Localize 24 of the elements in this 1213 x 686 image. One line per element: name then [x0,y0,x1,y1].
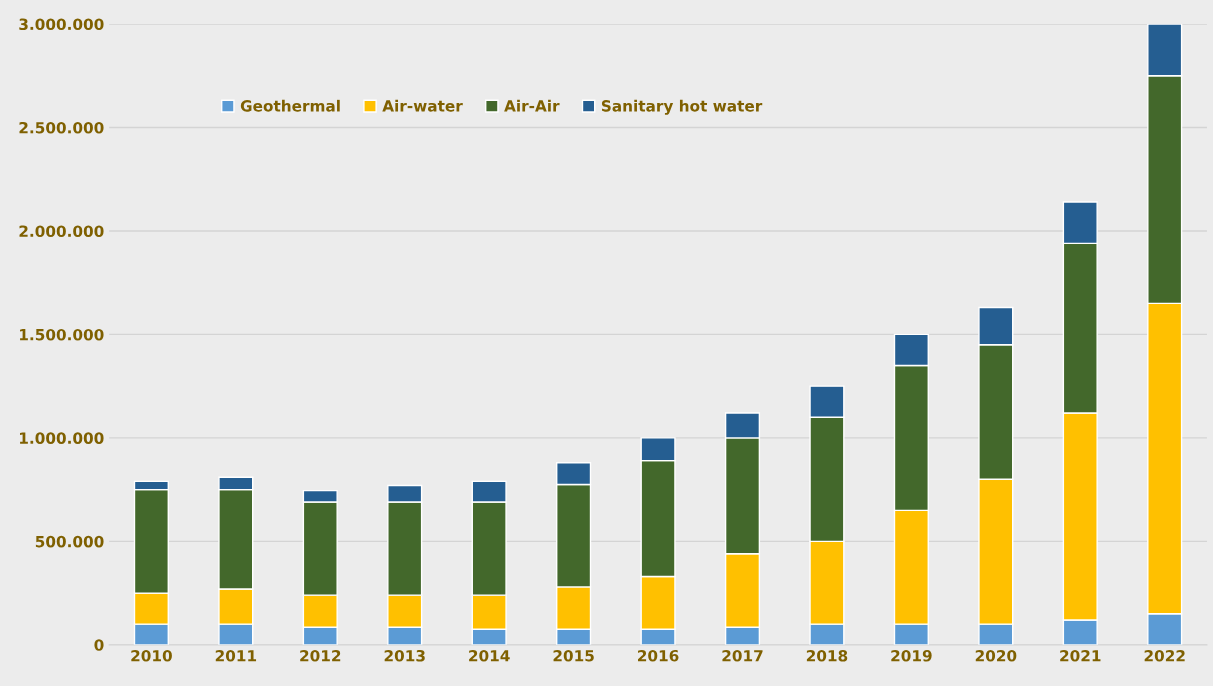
x-tick-label: 2014 [469,649,510,662]
x-tick-label: 2012 [300,649,341,662]
legend-label: Air-water [382,99,463,112]
x-tick-label: 2018 [806,649,848,662]
x-tick-label: 2013 [384,649,425,662]
x-tick-label: 2016 [638,649,679,662]
x-tick-label: 2015 [553,649,594,662]
y-tick-label: 0 [94,639,104,651]
legend-label: Geothermal [240,99,340,112]
legend-label: Sanitary hot water [601,99,763,115]
x-tick-label: 2020 [975,649,1017,662]
x-tick-label: 2022 [1144,649,1185,662]
y-tick-label: 2.000.000 [19,225,104,237]
x-tick-label: 2019 [891,649,932,662]
x-tick-label: 2017 [722,649,763,662]
x-tick-label: 2011 [215,649,257,662]
y-tick-label: 3.000.000 [19,18,104,31]
y-tick-label: 1.000.000 [20,432,104,444]
legend-label: Air-Air [504,99,560,112]
x-tick-label: 2021 [1060,649,1101,662]
x-tick-label: 2010 [131,649,172,662]
y-tick-label: 1.500.000 [20,328,104,341]
y-tick-label: 500.000 [35,535,104,548]
y-tick-label: 2.500.000 [19,121,104,134]
